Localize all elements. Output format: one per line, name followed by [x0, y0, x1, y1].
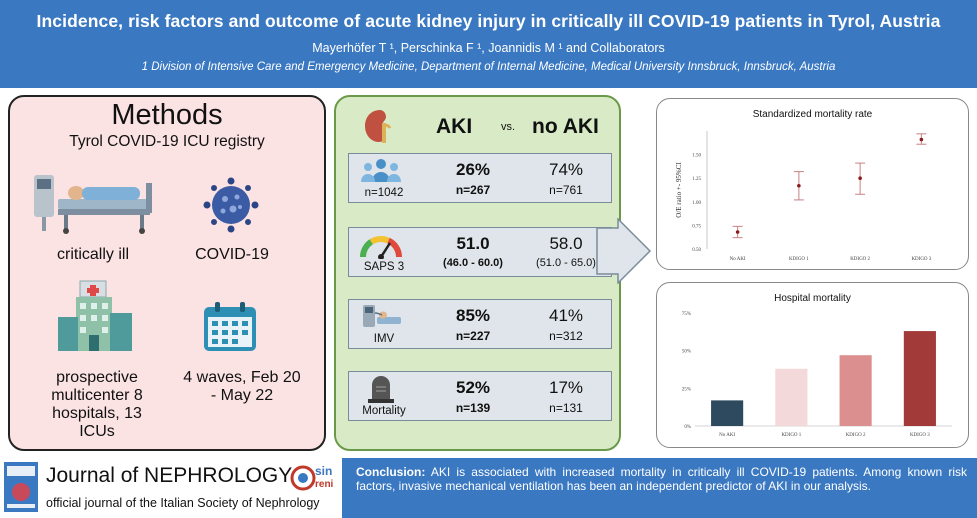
bar: [839, 355, 872, 426]
y-tick-label: 1.50: [692, 154, 701, 159]
column-header-aki: AKI: [436, 115, 473, 138]
journal-cover-icon: [4, 462, 38, 512]
mortality-chart-panel: Hospital mortality 0% 25% 50% 75% No AKI KDIG…: [656, 282, 969, 448]
column-header-vs: vs.: [501, 121, 516, 133]
bar: [903, 331, 936, 426]
virus-icon: [203, 177, 259, 233]
data-point: [858, 176, 862, 180]
aki-value: 51.0: [456, 234, 490, 253]
journal-logo-area: sin reni: [0, 458, 340, 518]
comparison-row-saps3: SAPS 3 51.0 (46.0 - 60.0) 58.0 (51.0 - 6…: [348, 227, 612, 277]
poster-header: Incidence, risk factors and outcome of a…: [0, 0, 977, 88]
author-list: Mayerhöfer T ¹, Perschinka F ¹, Joannidi…: [312, 41, 665, 55]
aki-count: n=267: [455, 183, 491, 197]
x-tick-label: KDIGO 3: [910, 433, 930, 438]
kidney-icon: [365, 110, 392, 143]
y-tick-label: 0%: [684, 425, 691, 430]
smr-chart: 0.50 0.75 1.00 1.25 1.50 O/E ratio +- 95%CI No…: [675, 131, 932, 262]
methods-subtitle: Tyrol COVID-19 ICU registry: [69, 133, 265, 150]
row-label: IMV: [373, 333, 395, 345]
mortality-chart-title: Hospital mortality: [774, 293, 851, 304]
hospital-icon: [58, 280, 132, 351]
bar: [775, 368, 808, 426]
methods-label-waves: 4 waves, Feb 20 - May 22: [183, 369, 301, 404]
aki-value: 26%: [455, 160, 491, 179]
x-tick-label: No AKI: [730, 257, 746, 262]
x-tick-label: KDIGO 2: [846, 433, 866, 438]
aki-count: n=139: [455, 401, 491, 415]
smr-chart-panel: Standardized mortality rate 0.50 0.75 1.00…: [656, 98, 969, 270]
no-aki-value: 74%: [548, 160, 584, 179]
poster-title: Incidence, risk factors and outcome of a…: [36, 11, 941, 31]
mortality-chart: 0% 25% 50% 75% No AKI KDIGO 1 KDIGO 2 KDIGO 3: [682, 312, 952, 438]
aki-range: (46.0 - 60.0): [443, 257, 503, 269]
no-aki-value: 17%: [548, 378, 584, 397]
affiliation: 1 Division of Intensive Care and Emergen…: [141, 61, 836, 73]
y-tick-label: 1.00: [692, 201, 701, 206]
data-point: [735, 230, 740, 234]
people-icon: [361, 159, 401, 182]
no-aki-count: n=761: [549, 183, 583, 197]
methods-label-critically-ill: critically ill: [57, 246, 129, 263]
x-tick-label: KDIGO 1: [781, 433, 801, 438]
no-aki-value: 58.0: [549, 234, 583, 253]
methods-panel: Methods Tyrol COVID-19 ICU registry crit…: [8, 95, 326, 451]
y-tick-label: 25%: [682, 387, 691, 392]
aki-count: n=227: [455, 329, 491, 343]
arrow-right-icon: [596, 218, 652, 284]
conclusion-label: Conclusion:: [356, 465, 426, 479]
icu-bed-icon: [34, 175, 152, 234]
y-tick-label: 0.75: [692, 224, 701, 229]
smr-chart-title: Standardized mortality rate: [752, 109, 873, 120]
sin-logo-text: sin: [315, 464, 332, 478]
comparison-row-imv: IMV 85% n=227 41% n=312: [348, 299, 612, 349]
ventilator-icon: [363, 305, 401, 327]
tombstone-icon: [368, 376, 394, 403]
data-point: [797, 183, 801, 188]
x-tick-label: No AKI: [719, 433, 735, 438]
y-tick-label: 75%: [682, 312, 691, 317]
y-axis-label: O/E ratio +- 95%CI: [675, 162, 683, 218]
no-aki-count: n=131: [549, 401, 583, 415]
methods-title: Methods: [111, 99, 223, 131]
x-tick-label: KDIGO 1: [789, 257, 809, 262]
methods-label-covid: COVID-19: [195, 246, 269, 263]
calendar-icon: [204, 302, 256, 351]
x-tick-label: KDIGO 2: [850, 257, 870, 262]
journal-subtitle: official journal of the Italian Society …: [46, 496, 320, 510]
journal-name: Journal of NEPHROLOGY: [46, 464, 293, 487]
conclusion-box: Conclusion: AKI is associated with incre…: [342, 458, 977, 518]
svg-text:reni: reni: [315, 479, 334, 490]
x-tick-label: KDIGO 3: [911, 257, 931, 262]
data-point: [919, 137, 924, 142]
aki-comparison-panel: AKI vs. no AKI n=1042 26% n=267 74% n=76…: [334, 95, 621, 451]
aki-value: 52%: [455, 378, 491, 397]
aki-value: 85%: [455, 306, 491, 325]
column-header-no-aki: no AKI: [532, 115, 599, 138]
conclusion-text: AKI is associated with increased mortali…: [356, 465, 968, 493]
gauge-icon: [360, 236, 402, 259]
comparison-row-cohort: n=1042 26% n=267 74% n=761: [348, 153, 612, 203]
bar: [711, 400, 744, 426]
y-tick-label: 0.50: [692, 248, 701, 253]
y-tick-label: 50%: [682, 350, 691, 355]
no-aki-count: n=312: [549, 329, 583, 343]
no-aki-value: 41%: [548, 306, 584, 325]
comparison-row-mortality: Mortality 52% n=139 17% n=131: [348, 371, 612, 421]
row-label: SAPS 3: [363, 261, 405, 273]
sin-logo: sin reni: [290, 464, 334, 491]
row-label: Mortality: [362, 405, 406, 417]
methods-label-multicenter: prospective multicenter 8 hospitals, 13 …: [51, 369, 143, 440]
y-tick-label: 1.25: [692, 177, 701, 182]
row-label: n=1042: [364, 187, 404, 199]
no-aki-range: (51.0 - 65.0): [536, 257, 596, 269]
